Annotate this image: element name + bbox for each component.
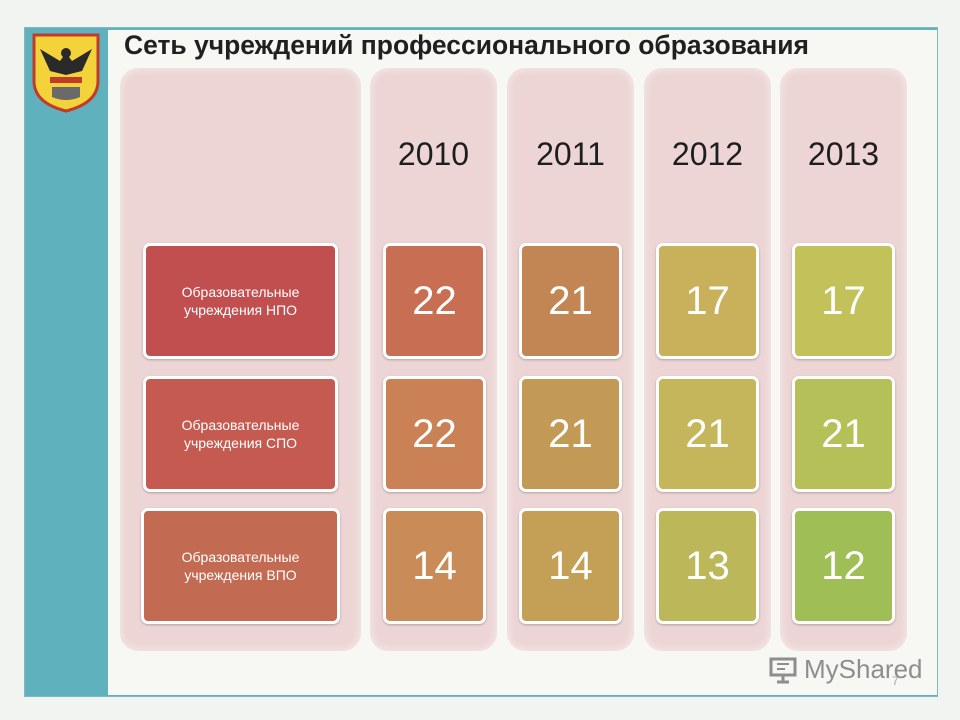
row-label-vpo: Образовательные учреждения ВПО — [141, 508, 340, 624]
value-tile-spo-2011: 21 — [519, 376, 622, 492]
value-tile-vpo-2011: 14 — [519, 508, 622, 624]
year-header: 2012 — [671, 136, 744, 172]
value-tile-vpo-2012: 13 — [656, 508, 759, 624]
row-label-spo: Образовательные учреждения СПО — [143, 376, 338, 492]
watermark: MyShared — [768, 654, 923, 685]
presentation-icon — [769, 657, 797, 683]
value-tile-npo-2010: 22 — [383, 243, 486, 359]
year-header: 2011 — [536, 136, 605, 172]
value-tile-spo-2010: 22 — [383, 376, 486, 492]
value-tile-vpo-2013: 12 — [792, 508, 895, 624]
value-tile-npo-2011: 21 — [519, 243, 622, 359]
watermark-text: MyShared — [804, 654, 923, 684]
coat-of-arms-eagle-icon — [32, 33, 100, 113]
year-header: 2013 — [807, 136, 880, 172]
value-tile-npo-2013: 17 — [792, 243, 895, 359]
value-tile-spo-2013: 21 — [792, 376, 895, 492]
year-header: 2010 — [397, 136, 470, 172]
row-label-npo: Образовательные учреждения НПО — [143, 243, 338, 359]
value-tile-npo-2012: 17 — [656, 243, 759, 359]
page-number: 7 — [892, 674, 899, 688]
slide-title: Сеть учреждений профессионального образо… — [124, 30, 809, 60]
value-tile-spo-2012: 21 — [656, 376, 759, 492]
value-tile-vpo-2010: 14 — [383, 508, 486, 624]
